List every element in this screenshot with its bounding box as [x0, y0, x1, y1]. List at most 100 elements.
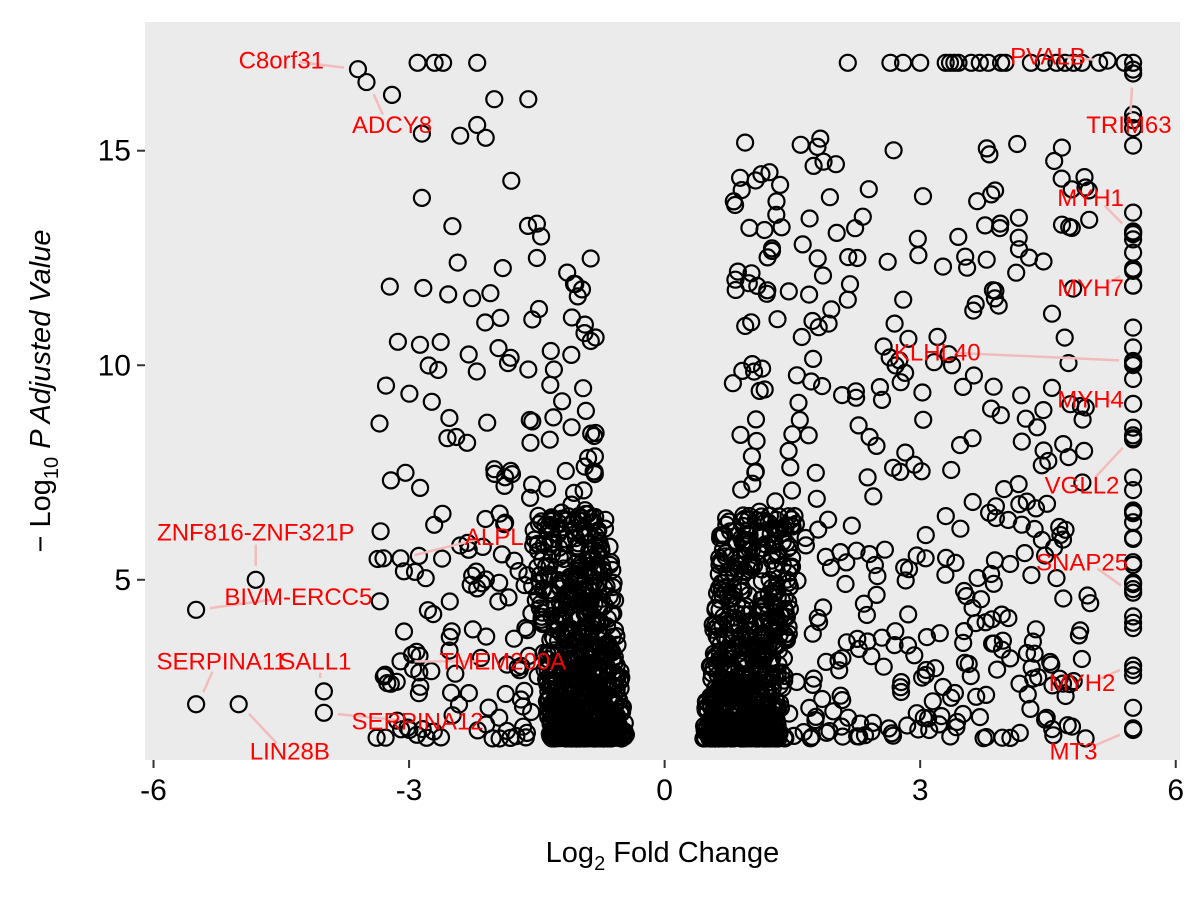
data-point	[613, 728, 632, 747]
data-point	[728, 262, 748, 281]
data-point	[586, 328, 605, 347]
data-point	[976, 685, 996, 705]
data-point	[542, 534, 562, 554]
data-point	[540, 430, 559, 449]
data-point	[751, 522, 771, 541]
data-point	[984, 634, 1004, 653]
data-point	[584, 680, 603, 699]
data-point	[710, 548, 729, 568]
data-point	[758, 673, 777, 692]
data-point	[792, 327, 811, 347]
label-leader-line	[202, 671, 214, 693]
data-point	[729, 614, 748, 634]
data-point	[740, 557, 759, 576]
labeled-point	[391, 549, 410, 568]
label-leader-line	[1089, 733, 1121, 749]
data-point	[416, 569, 435, 588]
label-leader-line	[1129, 87, 1134, 114]
labeled-point	[357, 72, 376, 92]
data-point	[585, 465, 604, 484]
data-point	[603, 643, 622, 662]
data-point	[522, 475, 542, 494]
data-point	[838, 53, 857, 72]
gene-label: SNAP25	[1036, 550, 1128, 577]
data-point	[1037, 708, 1056, 727]
data-point	[756, 535, 775, 554]
data-point	[739, 274, 758, 293]
data-point	[584, 693, 603, 712]
data-point	[1043, 676, 1062, 695]
data-point	[579, 627, 598, 646]
data-point	[752, 560, 771, 579]
data-point	[985, 181, 1005, 200]
data-point	[1022, 658, 1041, 677]
data-point	[891, 682, 911, 702]
data-point	[849, 416, 868, 435]
data-point	[489, 592, 508, 611]
data-point	[874, 657, 893, 676]
data-point	[531, 227, 551, 246]
data-point	[991, 406, 1010, 425]
gene-label: VGLL2	[1045, 472, 1120, 499]
data-point	[790, 410, 809, 430]
labeled-point	[1124, 351, 1143, 371]
data-point	[868, 566, 887, 586]
data-point	[867, 436, 886, 455]
data-point	[607, 694, 626, 714]
data-point	[993, 728, 1012, 747]
data-point	[731, 425, 750, 444]
label-leader-line	[372, 93, 384, 116]
data-point	[1001, 728, 1020, 748]
data-point	[550, 521, 570, 540]
data-point	[752, 359, 772, 378]
data-point	[891, 462, 910, 481]
data-point	[999, 510, 1018, 530]
data-point	[776, 728, 795, 748]
data-point	[523, 412, 542, 431]
data-point	[862, 722, 881, 741]
data-point	[513, 697, 533, 716]
data-point	[732, 480, 751, 499]
data-point	[1026, 499, 1046, 518]
data-point	[865, 555, 885, 575]
data-point	[760, 163, 779, 182]
data-point	[950, 436, 970, 455]
data-point	[396, 463, 415, 482]
gene-label: LIN28B	[250, 738, 330, 765]
data-point	[763, 633, 782, 652]
data-point	[1059, 448, 1078, 467]
data-point	[1123, 203, 1143, 222]
data-point	[807, 489, 826, 508]
data-point	[917, 627, 937, 647]
data-point	[727, 714, 746, 733]
data-point	[985, 289, 1005, 308]
data-point	[812, 377, 832, 396]
data-point	[368, 549, 387, 569]
data-point	[424, 722, 443, 741]
data-point	[1034, 441, 1053, 460]
data-point	[583, 661, 602, 680]
data-point	[899, 329, 918, 348]
data-point	[963, 492, 982, 512]
data-point	[497, 721, 516, 741]
data-point	[463, 620, 482, 639]
gene-label: SERPINA11	[157, 648, 287, 675]
data-point	[894, 290, 913, 309]
data-point	[407, 642, 426, 661]
data-point	[996, 53, 1015, 72]
data-point	[498, 354, 518, 373]
data-point	[1081, 594, 1100, 613]
data-point	[381, 471, 400, 490]
data-point	[564, 274, 584, 293]
labeled-point	[1124, 720, 1143, 740]
data-point	[527, 214, 547, 233]
data-point	[732, 181, 751, 200]
label-leader-line	[1108, 399, 1120, 404]
data-point	[532, 607, 551, 626]
data-point	[1028, 418, 1047, 437]
data-point	[536, 557, 556, 576]
data-point	[499, 588, 518, 607]
data-point	[588, 544, 607, 563]
data-point	[418, 601, 437, 620]
data-point	[542, 606, 561, 625]
